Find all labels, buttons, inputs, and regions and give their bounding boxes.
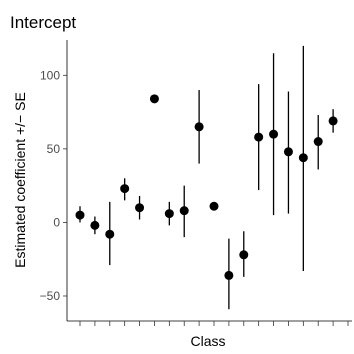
chart-title: Intercept	[10, 13, 76, 32]
data-point	[313, 137, 323, 147]
data-point	[224, 270, 234, 280]
data-point	[149, 94, 159, 104]
data-point	[75, 210, 85, 220]
data-point	[269, 129, 279, 139]
data-point	[179, 206, 189, 216]
y-tick-label: −50	[40, 289, 61, 303]
data-point	[135, 203, 145, 213]
y-axis-label: Estimated coefficient +/− SE	[12, 92, 28, 268]
data-point	[120, 184, 130, 194]
data-point	[90, 220, 100, 230]
data-point	[194, 122, 204, 132]
data-point	[283, 147, 293, 157]
y-tick-label: 50	[47, 142, 61, 156]
data-point	[328, 116, 338, 126]
data-point	[298, 153, 308, 163]
data-point	[164, 209, 174, 219]
y-tick-label: 100	[40, 68, 60, 82]
data-point	[209, 201, 219, 211]
data-point	[105, 229, 115, 239]
x-axis-label: Class	[190, 333, 225, 349]
y-axis-ticks: −50 0 50 100	[40, 68, 67, 303]
data-point	[239, 250, 249, 260]
x-axis-ticks	[79, 321, 349, 326]
y-tick-label: 0	[53, 215, 60, 229]
data-marks	[75, 45, 338, 310]
data-point	[254, 132, 264, 142]
